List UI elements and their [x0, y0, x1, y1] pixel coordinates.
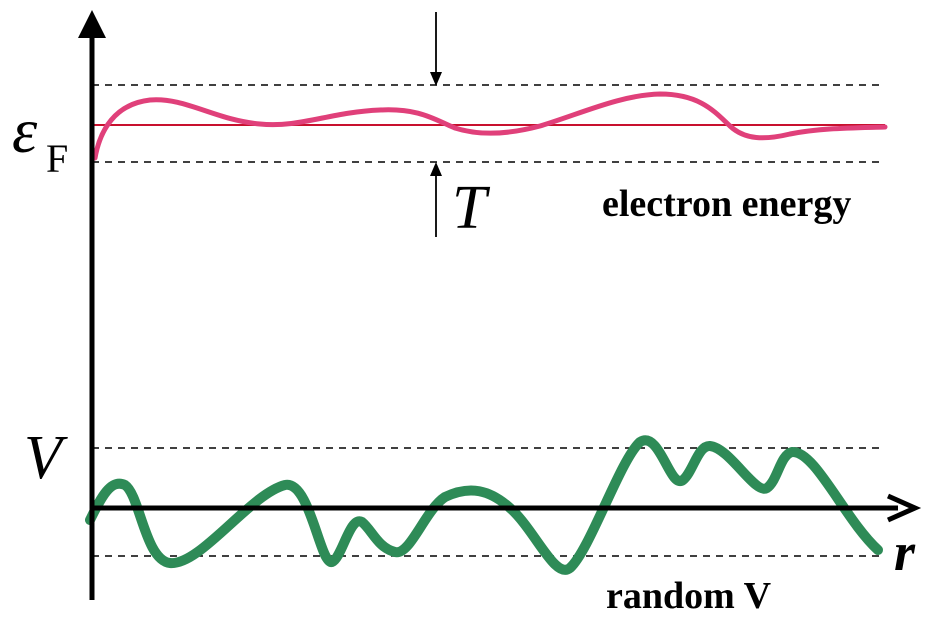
- potential-label: V: [24, 424, 68, 492]
- random-potential-curve: [85, 435, 883, 575]
- temperature-label: T: [452, 174, 491, 242]
- position-axis-label: r: [894, 522, 916, 582]
- fermi-energy-symbol: ε: [12, 95, 38, 166]
- position-axis-arrowhead: [886, 493, 922, 523]
- thermal-arrow-down-head: [430, 72, 442, 86]
- energy-axis-arrowhead: [78, 10, 106, 38]
- electron-energy-label: electron energy: [602, 183, 851, 225]
- electron-energy-curve: [92, 91, 888, 161]
- random-potential-label: random V: [606, 575, 772, 617]
- thermal-arrow-up-head: [430, 162, 442, 176]
- fermi-energy-subscript: F: [46, 136, 68, 181]
